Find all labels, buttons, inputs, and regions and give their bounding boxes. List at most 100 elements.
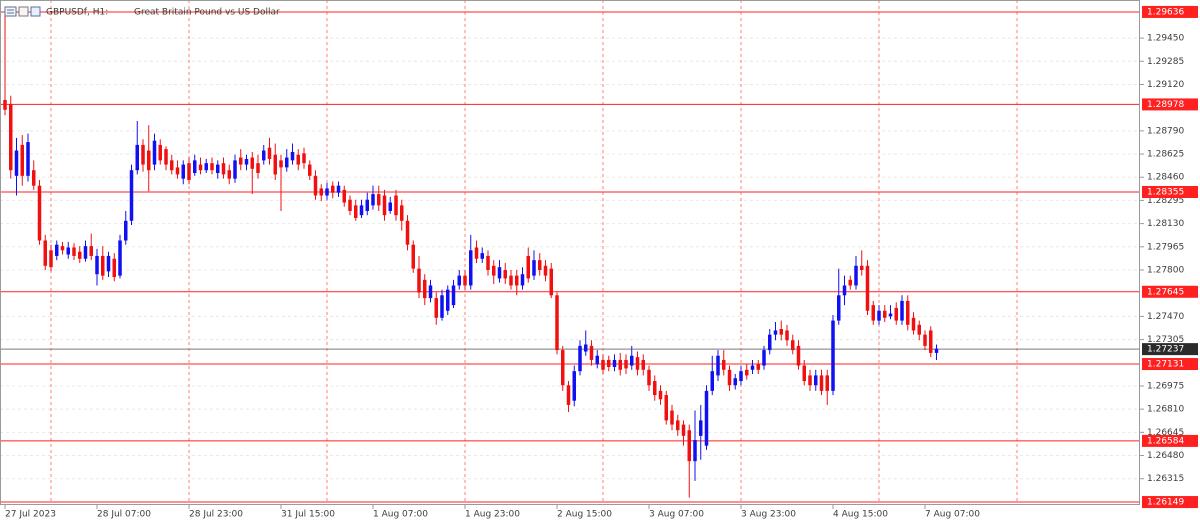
candle-body — [141, 144, 145, 165]
x-tick-label: 7 Aug 07:00 — [925, 510, 980, 520]
y-tick-label: 1.26810 — [1147, 405, 1184, 415]
current-price-label: 1.27237 — [1147, 345, 1184, 355]
level-label: 1.29636 — [1147, 7, 1184, 17]
candle-body — [457, 275, 461, 286]
candle-body — [848, 279, 852, 286]
candle-body — [290, 151, 295, 161]
candle-body — [595, 355, 599, 365]
y-tick-label: 1.27965 — [1147, 242, 1184, 252]
candle-body — [256, 163, 260, 174]
candle-body — [756, 364, 760, 370]
y-tick-label: 1.27305 — [1147, 335, 1184, 345]
candle-body — [336, 185, 341, 193]
candle-body — [612, 359, 617, 367]
x-tick-label: 3 Aug 07:00 — [649, 510, 704, 520]
candle-body — [710, 371, 714, 391]
candle-body — [929, 330, 933, 353]
candle-body — [348, 199, 352, 211]
candle-body — [653, 381, 657, 396]
candle-body — [411, 244, 415, 269]
candle-body — [624, 359, 628, 369]
candle-body — [474, 247, 479, 259]
candle-body — [37, 185, 42, 241]
candle-body — [503, 269, 507, 279]
candle-body — [480, 253, 484, 259]
candle-body — [198, 164, 203, 171]
candle-body — [842, 285, 847, 296]
candle-body — [923, 334, 927, 346]
candle-body — [607, 359, 611, 367]
y-tick-label: 1.28295 — [1147, 196, 1184, 206]
candle-body — [331, 185, 335, 193]
candle-body — [382, 195, 387, 216]
candle-body — [152, 140, 157, 165]
candle-body — [515, 275, 519, 286]
candle-body — [486, 255, 490, 270]
candle-body — [773, 330, 778, 335]
candle-body — [371, 194, 375, 206]
y-tick-label: 1.28130 — [1147, 219, 1184, 229]
header: GBPUSDf, H1: Great Britain Pound vs US D… — [4, 6, 280, 18]
candle-body — [170, 160, 174, 171]
candle-body — [250, 157, 254, 169]
y-tick-label: 1.26645 — [1147, 428, 1184, 438]
x-tick-label: 28 Jul 07:00 — [97, 510, 151, 520]
candle-body — [187, 163, 191, 181]
candle-body — [699, 420, 703, 436]
x-tick-label: 1 Aug 23:00 — [465, 510, 520, 520]
level-label: 1.26149 — [1147, 498, 1184, 508]
candle-body — [883, 310, 887, 318]
candle-body — [791, 340, 795, 351]
candle-body — [135, 144, 139, 171]
candle-body — [417, 268, 421, 293]
candle-body — [492, 265, 496, 276]
x-tick-label: 31 Jul 15:00 — [281, 510, 335, 520]
candle-body — [428, 285, 433, 299]
icon — [4, 6, 17, 17]
level-label-box — [1142, 358, 1198, 371]
candle-body — [43, 240, 47, 266]
candle-body — [32, 170, 36, 186]
candle-body — [20, 144, 24, 176]
candle-body — [221, 163, 226, 175]
candle-body — [779, 329, 783, 335]
candle-body — [664, 395, 668, 421]
candle-body — [112, 258, 116, 278]
current-price-box — [1142, 343, 1198, 356]
candle-body — [831, 320, 835, 391]
y-tick-label: 1.29450 — [1147, 34, 1184, 44]
plot-border — [0, 0, 1140, 505]
candle-body — [814, 375, 818, 386]
candle-body — [446, 289, 450, 311]
candle-body — [647, 369, 651, 386]
candle-body — [566, 385, 571, 405]
candle-body — [670, 410, 674, 425]
candle-body — [101, 255, 105, 276]
candle-body — [538, 260, 542, 270]
candle-body — [89, 246, 93, 256]
level-label: 1.27131 — [1147, 360, 1184, 370]
candle-body — [561, 350, 565, 386]
candle-body — [727, 369, 732, 386]
y-tick-label: 1.27800 — [1147, 265, 1184, 275]
candle-body — [308, 164, 312, 176]
candle-body — [319, 188, 323, 196]
candle-body — [193, 160, 197, 174]
candle-body — [325, 188, 329, 196]
candle-body — [894, 307, 898, 321]
x-tick-label: 27 Jul 2023 — [5, 510, 56, 520]
candle-body — [451, 285, 456, 306]
candle-body — [210, 163, 214, 171]
candle-body — [49, 250, 53, 268]
level-label-box — [1142, 185, 1198, 198]
level-label-box — [1142, 496, 1198, 509]
candle-body — [434, 298, 438, 318]
y-tick-label: 1.26480 — [1147, 451, 1184, 461]
level-label-box — [1142, 98, 1198, 111]
symbol: GBPUSDf, H1: — [46, 8, 108, 18]
candle-body — [750, 365, 755, 370]
candle-body — [78, 251, 82, 259]
candle-body — [147, 150, 151, 171]
